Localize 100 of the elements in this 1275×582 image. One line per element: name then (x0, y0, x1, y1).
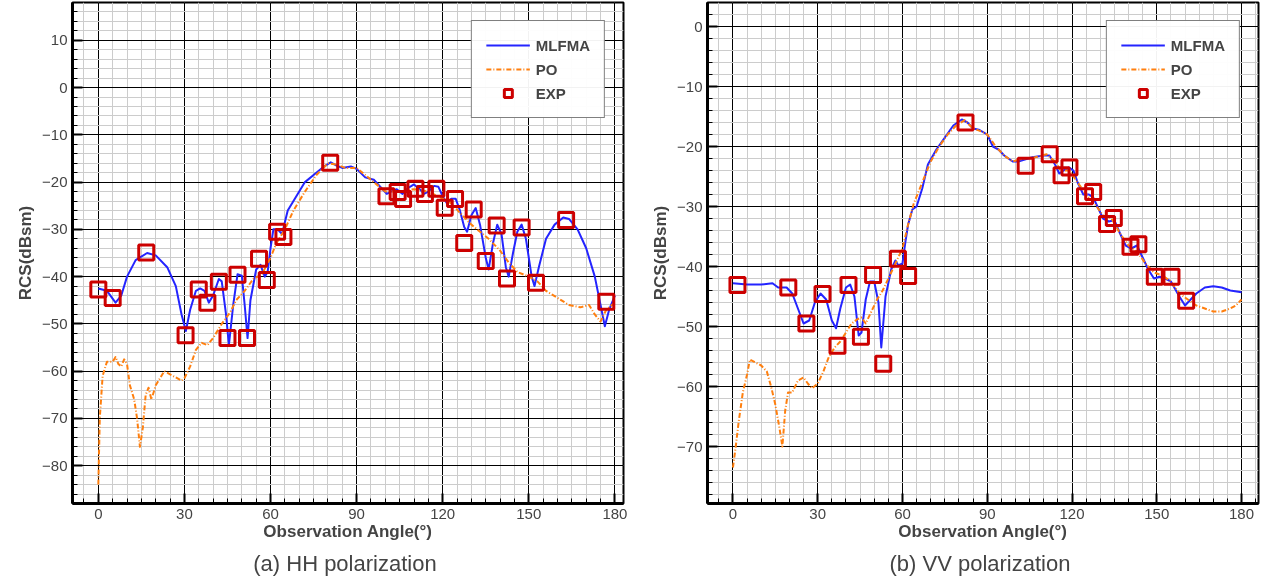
point (956, 113, 975, 132)
point (435, 198, 454, 217)
x-tick-label: 90 (978, 504, 996, 522)
point (1104, 208, 1123, 227)
legend-label: EXP (535, 84, 566, 102)
point (851, 327, 870, 346)
y-tick-label: −60 (677, 377, 703, 395)
point (1162, 267, 1181, 286)
y-tick-label: −40 (677, 257, 703, 275)
y-tick-label: −80 (42, 456, 68, 474)
point (377, 187, 396, 206)
point (446, 190, 465, 209)
point (89, 280, 108, 299)
point (274, 227, 293, 246)
x-axis-title: Observation Angle(°) (263, 521, 433, 541)
point (497, 269, 516, 288)
y-tick-label: −10 (677, 77, 703, 95)
y-tick-label: 0 (59, 78, 68, 96)
point (228, 265, 247, 284)
y-tick-label: −20 (677, 137, 703, 155)
point (728, 276, 747, 295)
text: (a) HH polarization (253, 550, 437, 576)
point (864, 265, 883, 284)
point (899, 267, 918, 286)
point (839, 276, 858, 295)
y-tick-label: −60 (42, 362, 68, 380)
point (874, 354, 893, 373)
y-tick-label: 10 (50, 31, 68, 49)
point (415, 184, 434, 203)
y-tick-label: −70 (42, 409, 68, 427)
point (406, 179, 425, 198)
y-tick-label: −40 (42, 267, 68, 285)
point (237, 329, 256, 348)
point (250, 249, 269, 268)
point (512, 218, 531, 237)
point (888, 249, 907, 268)
x-tick-label: 180 (602, 504, 628, 522)
x-tick-label: 0 (728, 504, 738, 522)
x-tick-label: 150 (1144, 504, 1170, 522)
x-tick-label: 60 (894, 504, 911, 522)
x-tick-label: 30 (176, 504, 193, 522)
point (1076, 187, 1095, 206)
x-tick-label: 120 (430, 504, 456, 522)
point (797, 314, 816, 333)
point (1121, 237, 1140, 256)
y-tick-label: −70 (677, 437, 703, 455)
point (394, 190, 413, 209)
x-tick-label: 150 (516, 504, 542, 522)
point (464, 200, 483, 219)
y-axis-title: RCS(dBsm) (16, 205, 36, 301)
point (427, 179, 446, 198)
y-tick-label: −50 (42, 314, 68, 332)
point (1060, 158, 1079, 177)
x-tick-label: 30 (809, 504, 827, 522)
text: (b) VV polarization (889, 550, 1071, 576)
point (1084, 183, 1103, 202)
point (1052, 166, 1071, 185)
legend-label: MLFMA (1170, 36, 1225, 54)
x-tick-label: 120 (1059, 504, 1085, 522)
point (189, 280, 208, 299)
y-axis-title: RCS(dBsm) (651, 205, 671, 301)
point (526, 273, 545, 292)
y-tick-label: −10 (42, 125, 68, 143)
point (779, 278, 798, 297)
point (557, 210, 576, 229)
x-tick-label: 0 (94, 504, 103, 522)
point (209, 272, 228, 291)
point (218, 329, 237, 348)
point (597, 292, 616, 311)
y-tick-label: 0 (694, 17, 703, 35)
x-tick-label: 90 (348, 504, 365, 522)
point (388, 183, 407, 202)
legend-label: PO (1170, 60, 1193, 78)
y-tick-label: −50 (677, 317, 703, 335)
point (1129, 235, 1148, 254)
point (257, 270, 276, 289)
y-tick-label: −20 (42, 173, 68, 191)
point (321, 153, 340, 172)
point (487, 216, 506, 235)
point (476, 252, 495, 271)
point (1145, 267, 1164, 286)
point (1040, 145, 1059, 164)
point (198, 293, 217, 312)
point (137, 243, 156, 262)
x-tick-label: 180 (1229, 504, 1255, 522)
point (176, 326, 195, 345)
point (455, 234, 474, 253)
point (268, 222, 287, 241)
point (1098, 214, 1117, 233)
x-axis-title: Observation Angle(°) (898, 521, 1068, 541)
legend-label: EXP (1170, 84, 1201, 102)
y-tick-label: −30 (677, 197, 703, 215)
x-tick-label: 60 (262, 504, 279, 522)
legend-label: PO (535, 60, 558, 78)
y-tick-label: −30 (42, 220, 68, 238)
point (828, 336, 847, 355)
point (103, 288, 122, 307)
point (1177, 291, 1196, 310)
legend-label: MLFMA (535, 36, 590, 54)
point (813, 285, 832, 304)
